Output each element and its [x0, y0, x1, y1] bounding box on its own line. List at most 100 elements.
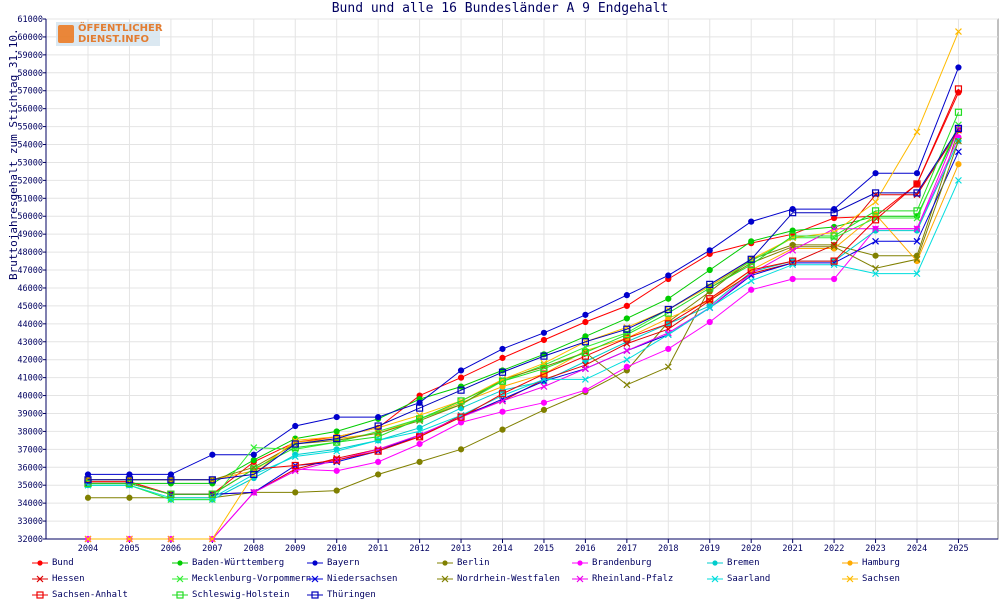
data-point	[333, 434, 341, 443]
data-point	[913, 270, 921, 278]
data-point	[664, 329, 672, 337]
data-point	[789, 257, 797, 265]
plot-area	[45, 18, 999, 540]
legend-swatch	[32, 560, 48, 566]
data-point	[748, 218, 755, 225]
legend-swatch	[572, 575, 588, 583]
data-point	[872, 237, 879, 245]
data-point	[955, 64, 962, 71]
data-point	[913, 225, 921, 233]
data-point	[457, 374, 465, 381]
data-point	[706, 318, 713, 326]
series-line	[88, 164, 959, 481]
series-line	[88, 112, 959, 495]
legend-label: Niedersachsen	[327, 574, 398, 584]
y-tick-label: 38000	[17, 427, 43, 437]
data-point	[789, 275, 796, 283]
data-point	[872, 225, 879, 233]
data-point	[499, 354, 506, 361]
data-point	[540, 352, 548, 360]
data-point	[540, 365, 548, 373]
legend-swatch	[707, 575, 723, 583]
x-tick-label: 2010	[326, 544, 346, 554]
data-point	[167, 490, 175, 498]
data-point	[499, 375, 506, 383]
x-tick-label: 2004	[78, 544, 98, 554]
data-point	[209, 451, 216, 458]
data-point	[416, 458, 423, 465]
y-tick-label: 37000	[17, 445, 43, 455]
y-tick-label: 54000	[17, 141, 43, 151]
data-point	[250, 488, 258, 496]
data-point	[333, 456, 341, 464]
data-point	[955, 148, 962, 156]
data-point	[457, 411, 465, 419]
legend-label: Hamburg	[862, 558, 900, 568]
y-tick-label: 47000	[17, 266, 43, 276]
data-point	[416, 424, 423, 431]
data-point	[416, 433, 424, 441]
data-point	[126, 535, 133, 543]
y-tick-label: 57000	[17, 87, 43, 97]
data-point	[872, 270, 879, 278]
legend-swatch	[307, 575, 323, 583]
data-point	[457, 386, 465, 394]
data-point	[581, 375, 589, 383]
legend-label: Berlin	[457, 558, 490, 568]
data-point	[374, 424, 382, 432]
data-point	[872, 198, 879, 206]
y-tick-label: 58000	[17, 69, 43, 79]
data-point	[623, 302, 630, 309]
data-point	[830, 232, 838, 240]
data-point	[499, 426, 506, 433]
legend-swatch	[32, 575, 48, 583]
x-tick-label: 2008	[244, 544, 264, 554]
data-point	[499, 345, 506, 353]
legend-label: Baden-Württemberg	[192, 558, 285, 568]
y-tick-label: 33000	[17, 517, 43, 527]
legend-swatch	[842, 560, 858, 566]
logo-line-2: DIENST.INFO	[78, 34, 149, 45]
data-point	[84, 535, 92, 543]
data-point	[167, 476, 175, 484]
data-point	[208, 490, 216, 498]
legend-label: Mecklenburg-Vorpommern	[192, 574, 312, 584]
data-point	[913, 255, 921, 263]
legend-swatch	[707, 560, 723, 566]
x-tick-label: 2023	[865, 544, 885, 554]
legend-label: Bayern	[327, 558, 360, 568]
data-point	[747, 255, 755, 263]
data-point	[416, 417, 424, 425]
series-2	[84, 64, 962, 478]
data-point	[540, 406, 548, 413]
x-tick-label: 2021	[782, 544, 802, 554]
data-point	[913, 214, 921, 222]
data-point	[623, 325, 631, 333]
legend-label: Bremen	[727, 558, 760, 568]
data-point	[954, 108, 963, 116]
legend-swatch	[572, 560, 588, 566]
data-point	[706, 297, 714, 304]
y-tick-label: 48000	[17, 248, 43, 258]
data-point	[208, 476, 216, 484]
y-tick-label: 43000	[17, 338, 43, 348]
y-tick-label: 32000	[17, 535, 43, 545]
legend-swatch	[842, 575, 858, 583]
data-point	[955, 137, 962, 145]
data-point	[126, 494, 133, 501]
legend-swatch	[307, 591, 323, 599]
data-point	[333, 487, 340, 494]
data-point	[706, 247, 713, 254]
series-line	[88, 128, 959, 481]
y-tick-label: 35000	[17, 481, 43, 491]
data-point	[706, 266, 713, 274]
data-point	[208, 535, 216, 543]
data-point	[333, 447, 341, 455]
data-point	[582, 318, 589, 326]
data-point	[871, 189, 880, 197]
data-point	[872, 170, 879, 177]
data-point	[250, 451, 257, 458]
data-point	[830, 243, 838, 251]
data-point	[623, 381, 631, 389]
data-point	[374, 422, 382, 430]
